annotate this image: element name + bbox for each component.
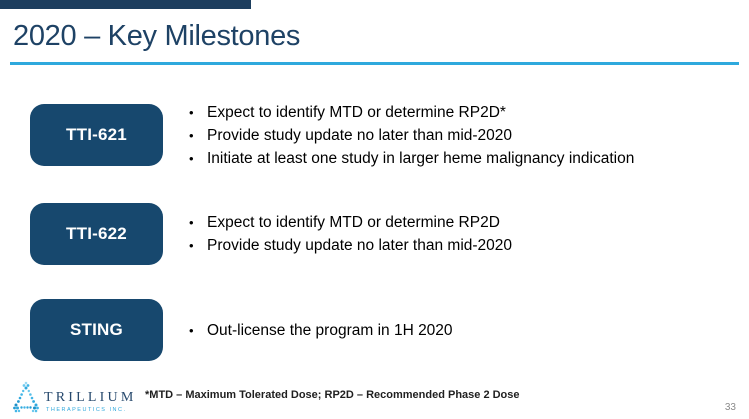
milestone-bullets-tti-621: • Expect to identify MTD or determine RP…	[189, 101, 634, 170]
milestone-pill-tti-622: TTI-622	[30, 203, 163, 265]
milestone-bullets-tti-622: • Expect to identify MTD or determine RP…	[189, 211, 512, 257]
logo-name: TRILLIUM	[44, 390, 137, 405]
bullet-item: • Expect to identify MTD or determine RP…	[189, 101, 634, 124]
bullet-text: Provide study update no later than mid-2…	[207, 237, 513, 254]
page-title: 2020 – Key Milestones	[13, 20, 301, 52]
bullet-icon: •	[189, 127, 194, 143]
milestone-bullets-sting: • Out-license the program in 1H 2020	[189, 319, 453, 342]
bullet-item: • Provide study update no later than mid…	[189, 124, 634, 147]
bullet-icon: •	[189, 322, 194, 338]
milestone-pill-sting: STING	[30, 299, 163, 361]
bullet-text: Expect to identify MTD or determine RP2D	[207, 214, 500, 231]
milestone-row-sting: STING • Out-license the program in 1H 20…	[30, 299, 453, 361]
company-logo: TRILLIUM THERAPEUTICS INC.	[12, 380, 136, 414]
milestone-pill-tti-621: TTI-621	[30, 104, 163, 166]
bullet-icon: •	[189, 150, 194, 166]
top-accent-bar	[0, 0, 251, 9]
bullet-icon: •	[189, 104, 194, 120]
logo-subtitle: THERAPEUTICS INC.	[46, 407, 127, 413]
bullet-text: Out-license the program in 1H 2020	[207, 321, 453, 339]
page-number: 33	[724, 402, 736, 413]
bullet-item: • Expect to identify MTD or determine RP…	[189, 211, 512, 234]
bullet-text: Initiate at least one study in larger he…	[207, 149, 635, 167]
bullet-item: • Out-license the program in 1H 2020	[189, 319, 453, 342]
footnote: *MTD – Maximum Tolerated Dose; RP2D – Re…	[145, 389, 520, 401]
milestone-row-tti-622: TTI-622 • Expect to identify MTD or dete…	[30, 203, 512, 265]
milestone-row-tti-621: TTI-621 • Expect to identify MTD or dete…	[30, 104, 634, 167]
trillium-dots-triangle-icon	[13, 381, 39, 413]
bullet-item: • Provide study update no later than mid…	[189, 234, 512, 257]
title-divider	[10, 62, 739, 65]
bullet-text: Provide study update no later than mid-2…	[207, 126, 513, 144]
bullet-icon: •	[189, 238, 194, 253]
bullet-icon: •	[189, 215, 194, 230]
bullet-item: • Initiate at least one study in larger …	[189, 147, 634, 170]
bullet-text: Expect to identify MTD or determine RP2D…	[207, 103, 506, 121]
logo-text: TRILLIUM THERAPEUTICS INC.	[44, 380, 137, 414]
